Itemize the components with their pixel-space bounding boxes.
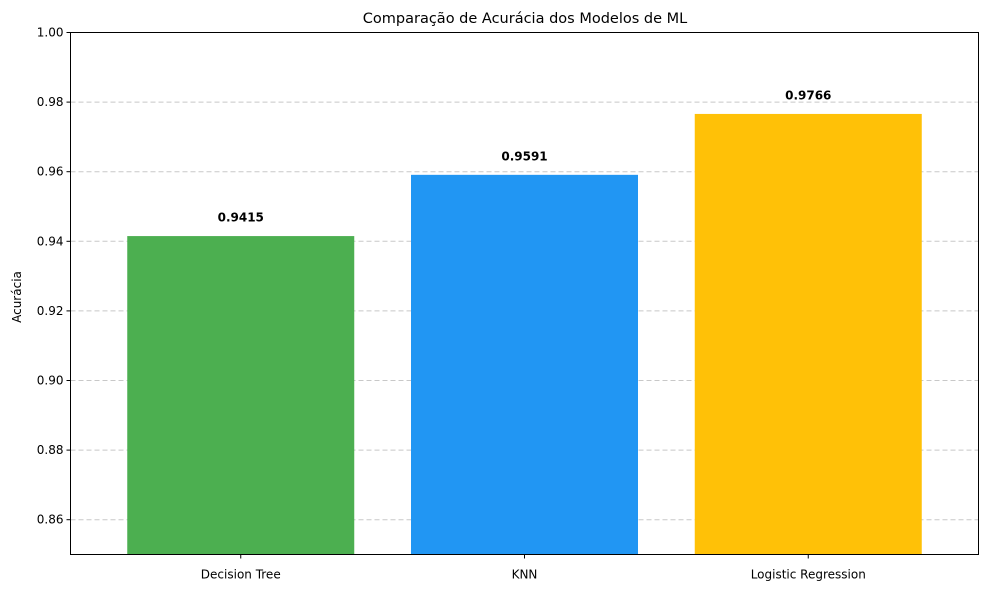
bar-value-label: 0.9415 [218, 211, 264, 225]
x-tick-label: Decision Tree [201, 568, 281, 582]
bar-value-label: 0.9591 [501, 149, 547, 163]
y-tick-label: 0.90 [37, 374, 64, 388]
x-axis: Decision Tree KNN Logistic Regression [201, 554, 866, 582]
y-tick-label: 1.00 [37, 26, 64, 40]
chart-title: Comparação de Acurácia dos Modelos de ML [363, 11, 687, 27]
y-tick-label: 0.88 [37, 443, 64, 457]
y-tick-label: 0.92 [37, 304, 64, 318]
bar-value-label: 0.9766 [785, 88, 831, 102]
y-axis: 0.86 0.88 0.90 0.92 0.94 0.96 0.98 1.00 [37, 26, 71, 527]
x-tick-label: KNN [512, 568, 538, 582]
y-tick-label: 0.98 [37, 95, 64, 109]
bar [127, 236, 355, 555]
y-axis-label: Acurácia [10, 271, 24, 323]
data-labels: 0.9415 0.9591 0.9766 [218, 88, 832, 224]
x-tick-label: Logistic Regression [751, 568, 866, 582]
y-tick-label: 0.96 [37, 165, 64, 179]
y-tick-label: 0.86 [37, 513, 64, 527]
bars [127, 113, 922, 555]
y-tick-label: 0.94 [37, 234, 64, 248]
bar [411, 174, 638, 555]
bar [694, 113, 922, 555]
